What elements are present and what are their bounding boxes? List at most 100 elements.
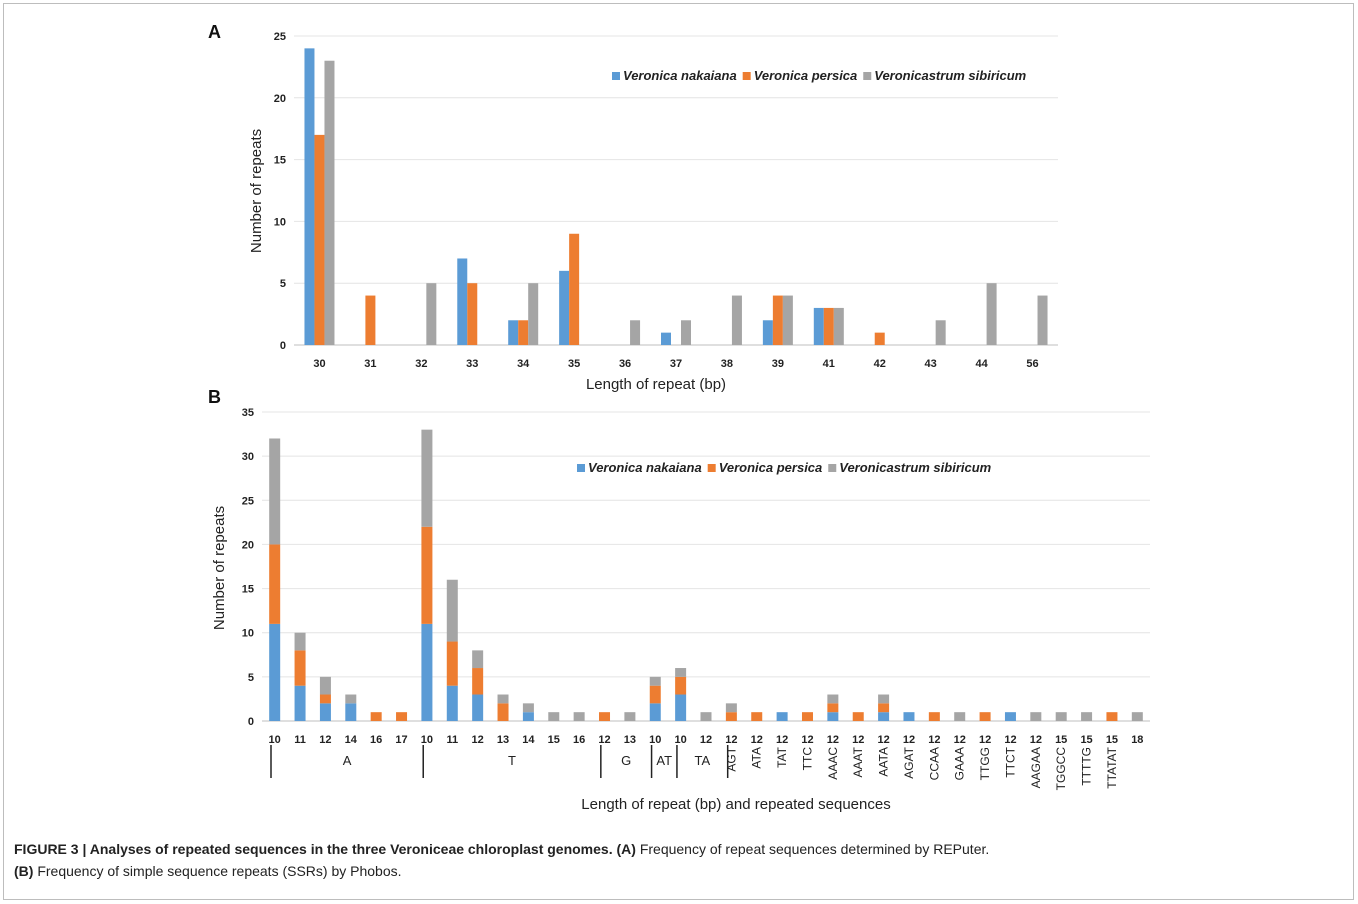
legend-a: Veronica nakaiana Veronica persica Veronic… bbox=[612, 68, 1027, 83]
motif-label: TAT bbox=[775, 746, 789, 768]
stacked-bar-segment bbox=[472, 650, 484, 669]
x-tick-label: 32 bbox=[415, 358, 427, 370]
stacked-bar-segment bbox=[370, 712, 382, 721]
bar bbox=[1037, 295, 1048, 345]
x-tick-label: 12 bbox=[903, 734, 915, 746]
caption-line-1: FIGURE 3 | Analyses of repeated sequence… bbox=[14, 838, 1344, 860]
legend-swatch bbox=[828, 464, 837, 472]
bar bbox=[813, 307, 824, 345]
x-tick-label: 12 bbox=[776, 734, 788, 746]
legend-swatch bbox=[612, 72, 620, 80]
x-tick-label: 18 bbox=[1131, 734, 1143, 746]
stacked-bar-segment bbox=[725, 712, 737, 721]
group-label: G bbox=[621, 753, 631, 768]
stacked-bar-segment bbox=[827, 712, 839, 721]
group-label: AT bbox=[656, 753, 672, 768]
stacked-bar-segment bbox=[269, 544, 281, 624]
x-tick-label: 11 bbox=[294, 734, 306, 746]
stacked-bar-segment bbox=[269, 623, 281, 721]
y-tick-label: 0 bbox=[280, 340, 286, 352]
x-tick-label: 10 bbox=[269, 734, 281, 746]
stacked-bar-segment bbox=[751, 712, 763, 721]
stacked-bar-segment bbox=[827, 694, 839, 704]
motif-label: TGGCC bbox=[1054, 747, 1068, 791]
x-tick-label: 30 bbox=[313, 358, 325, 370]
caption-text-a: Frequency of repeat sequences determined… bbox=[635, 841, 990, 857]
bar bbox=[304, 48, 315, 346]
legend-swatch bbox=[707, 464, 716, 472]
bar bbox=[324, 60, 335, 345]
stacked-bar-segment bbox=[522, 703, 534, 713]
y-tick-label: 35 bbox=[242, 407, 254, 419]
x-tick-label: 39 bbox=[772, 358, 784, 370]
stacked-bar-segment bbox=[446, 579, 458, 642]
stacked-bar-segment bbox=[446, 641, 458, 686]
legend-label: Veronica nakaiana bbox=[623, 68, 737, 83]
x-tick-label: 15 bbox=[1055, 734, 1067, 746]
stacked-bar-segment bbox=[421, 429, 433, 527]
x-tick-label: 15 bbox=[1106, 734, 1118, 746]
x-axis-title: Length of repeat (bp) bbox=[586, 376, 726, 393]
x-tick-label: 33 bbox=[466, 358, 478, 370]
y-tick-label: 15 bbox=[274, 155, 286, 167]
stacked-bar-segment bbox=[649, 676, 661, 686]
bar bbox=[681, 320, 691, 345]
y-tick-label: 25 bbox=[274, 31, 286, 43]
stacked-bar-segment bbox=[446, 685, 458, 721]
bar bbox=[508, 320, 519, 345]
bar bbox=[661, 332, 671, 345]
bar bbox=[630, 320, 641, 345]
stacked-bar-segment bbox=[903, 712, 915, 721]
x-tick-label: 56 bbox=[1026, 358, 1038, 370]
figure-caption: FIGURE 3 | Analyses of repeated sequence… bbox=[14, 838, 1344, 882]
motif-label: AATA bbox=[877, 747, 891, 777]
caption-text-b: Frequency of simple sequence repeats (SS… bbox=[33, 863, 402, 879]
legend-swatch bbox=[742, 72, 751, 80]
x-tick-label: 12 bbox=[751, 734, 763, 746]
y-tick-label: 25 bbox=[242, 495, 254, 507]
stacked-bar-segment bbox=[1004, 712, 1016, 721]
caption-ref-a: (A) bbox=[616, 841, 636, 857]
bar bbox=[762, 320, 773, 345]
stacked-bar-segment bbox=[345, 703, 357, 721]
caption-ref-b: (B) bbox=[14, 863, 34, 879]
stacked-bar-segment bbox=[319, 694, 331, 704]
x-tick-label: 12 bbox=[979, 734, 991, 746]
x-tick-label: 12 bbox=[852, 734, 864, 746]
motif-label: TTC bbox=[800, 747, 814, 771]
x-tick-label: 41 bbox=[823, 358, 835, 370]
x-tick-label: 10 bbox=[421, 734, 433, 746]
x-tick-label: 14 bbox=[345, 734, 358, 746]
figure-frame bbox=[3, 3, 1354, 900]
stacked-bar-segment bbox=[675, 668, 687, 677]
motif-label: AAAT bbox=[851, 746, 865, 777]
x-tick-label: 10 bbox=[675, 734, 687, 746]
bar bbox=[528, 283, 539, 345]
bar bbox=[731, 295, 742, 345]
y-tick-label: 15 bbox=[242, 584, 254, 596]
stacked-bar-segment bbox=[319, 676, 331, 695]
bar bbox=[467, 283, 478, 345]
stacked-bar-segment bbox=[979, 712, 991, 721]
x-tick-label: 12 bbox=[598, 734, 610, 746]
stacked-bar-segment bbox=[1131, 712, 1143, 721]
x-tick-label: 14 bbox=[522, 734, 535, 746]
x-tick-label: 17 bbox=[395, 734, 407, 746]
bar bbox=[457, 258, 468, 345]
stacked-bar-segment bbox=[421, 623, 433, 721]
stacked-bar-segment bbox=[497, 703, 509, 721]
stacked-bar-segment bbox=[954, 712, 966, 721]
stacked-bar-segment bbox=[294, 650, 306, 686]
stacked-bar-segment bbox=[396, 712, 408, 721]
stacked-bar-segment bbox=[801, 712, 813, 721]
legend-swatch bbox=[577, 464, 585, 472]
stacked-bar-segment bbox=[573, 712, 585, 721]
x-tick-label: 44 bbox=[975, 358, 988, 370]
stacked-bar-segment bbox=[269, 438, 281, 545]
bar bbox=[874, 332, 885, 345]
x-tick-label: 13 bbox=[624, 734, 636, 746]
x-tick-label: 12 bbox=[801, 734, 813, 746]
legend-label: Veronicastrum sibiricum bbox=[839, 460, 991, 475]
motif-label: AAAC bbox=[826, 747, 840, 780]
